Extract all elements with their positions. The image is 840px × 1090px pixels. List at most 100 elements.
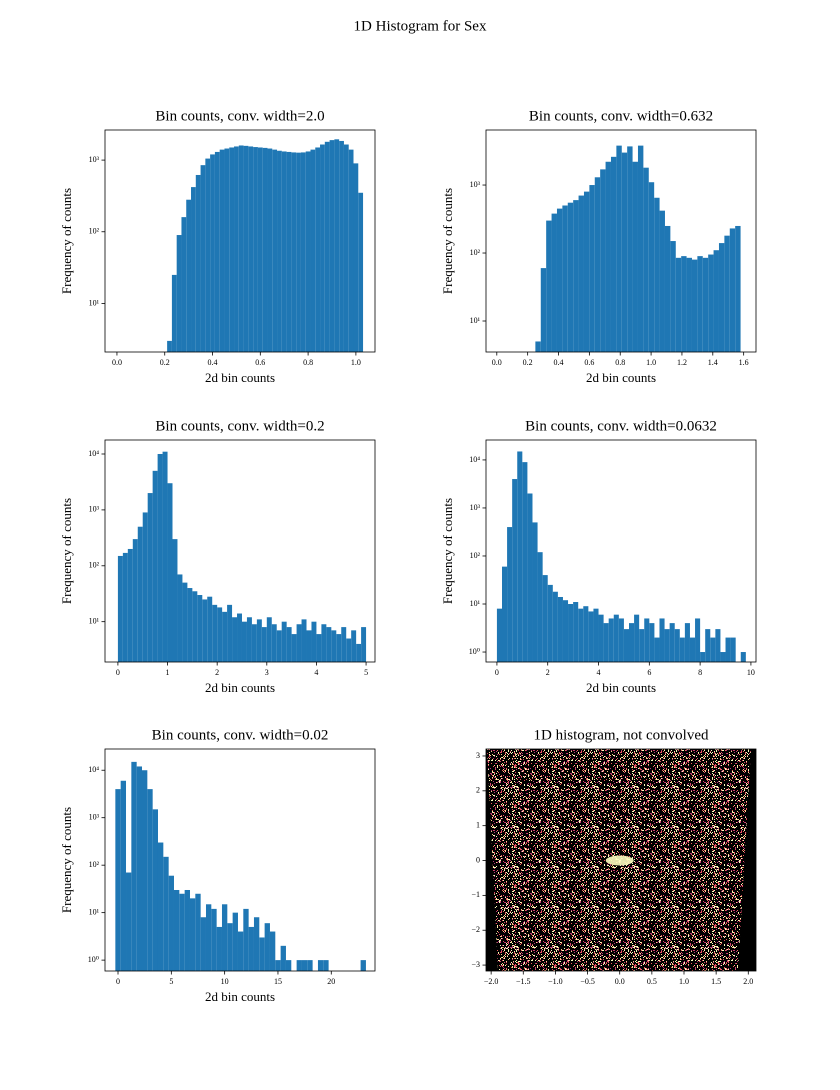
bar [272,149,278,352]
bar [348,149,354,352]
bar [321,624,327,662]
bar [517,451,523,662]
bar [637,145,644,352]
y-tick-label: 0 [476,855,480,864]
bar [334,139,340,352]
y-axis-label: Frequency of counts [440,498,455,604]
axes-frame [485,748,757,972]
bar [191,187,196,352]
y-tick-label: −1 [471,890,480,899]
bar [179,893,185,971]
x-tick-label: 0.8 [303,358,313,367]
panel-title: Bin counts, conv. width=0.632 [529,108,713,124]
bar [527,493,533,662]
bar [205,904,212,971]
y-tick-label: −2 [471,925,480,934]
bar [540,268,547,352]
bar [320,144,325,352]
x-tick-label: 0.5 [647,977,657,986]
x-tick-label: −1.5 [516,977,531,986]
bar [659,618,665,662]
bar [243,908,249,971]
x-tick-label: 0.0 [615,977,625,986]
bar [296,960,302,971]
x-tick-label: −1.0 [548,977,563,986]
bar [248,926,254,971]
bar [351,630,357,662]
bar [291,152,297,352]
bar [697,256,703,352]
bar [232,617,238,662]
bar [720,652,726,662]
bar [221,904,228,971]
bar [331,630,337,662]
bar [643,167,649,352]
bar [301,619,307,662]
bar [323,960,329,971]
bar [507,527,513,662]
x-tick-label: 1.6 [739,358,749,367]
bar [616,145,622,352]
bar [296,624,302,662]
x-tick-label: 1.0 [646,358,656,367]
axes-frame [104,439,376,663]
bar [277,150,282,352]
bar [163,856,169,971]
bar [724,235,730,352]
bar [326,627,332,662]
bar [502,566,508,662]
x-tick-label: 2 [546,668,550,677]
bar [126,872,132,971]
bar [578,608,584,662]
x-tick-label: 4 [597,668,601,677]
image-edge [738,749,756,971]
bar [600,169,606,352]
bar [176,235,182,352]
y-tick-label: 10³ [89,505,100,514]
bar [356,643,362,662]
bar [679,637,685,662]
y-axis-label: Frequency of counts [59,807,74,913]
bar [532,522,538,662]
bar [588,611,594,662]
bar [181,217,187,352]
bar [740,652,746,662]
bar [117,555,123,662]
bar [632,161,638,352]
bar [361,627,367,662]
bar [700,652,706,662]
y-tick-label: 10² [89,227,100,236]
bar [705,629,711,662]
bar [168,875,174,971]
x-tick-label: 5 [364,668,368,677]
bar [729,228,736,352]
bar [222,611,228,662]
x-tick-label: 1.5 [711,977,721,986]
bar [664,629,670,662]
x-tick-label: 2.0 [743,977,753,986]
bar [173,889,180,971]
bar [339,140,344,352]
bar [346,638,352,662]
bar [512,479,518,662]
bar [202,599,208,662]
bar [271,624,277,662]
bar [311,621,317,662]
y-tick-label: 10³ [89,813,100,822]
bar [725,637,731,662]
bar [291,634,297,662]
bar [654,637,660,662]
bar [248,146,254,352]
bar [598,614,604,662]
bar [157,842,164,971]
y-tick-label: 10² [89,561,100,570]
bar [654,197,660,352]
bar [353,163,359,352]
bar [253,917,260,971]
bar [360,960,366,971]
x-tick-label: 0.4 [554,358,564,367]
bar [115,789,121,971]
x-axis-label: 2d bin counts [205,370,275,385]
bar [629,623,635,662]
bar [286,151,292,352]
